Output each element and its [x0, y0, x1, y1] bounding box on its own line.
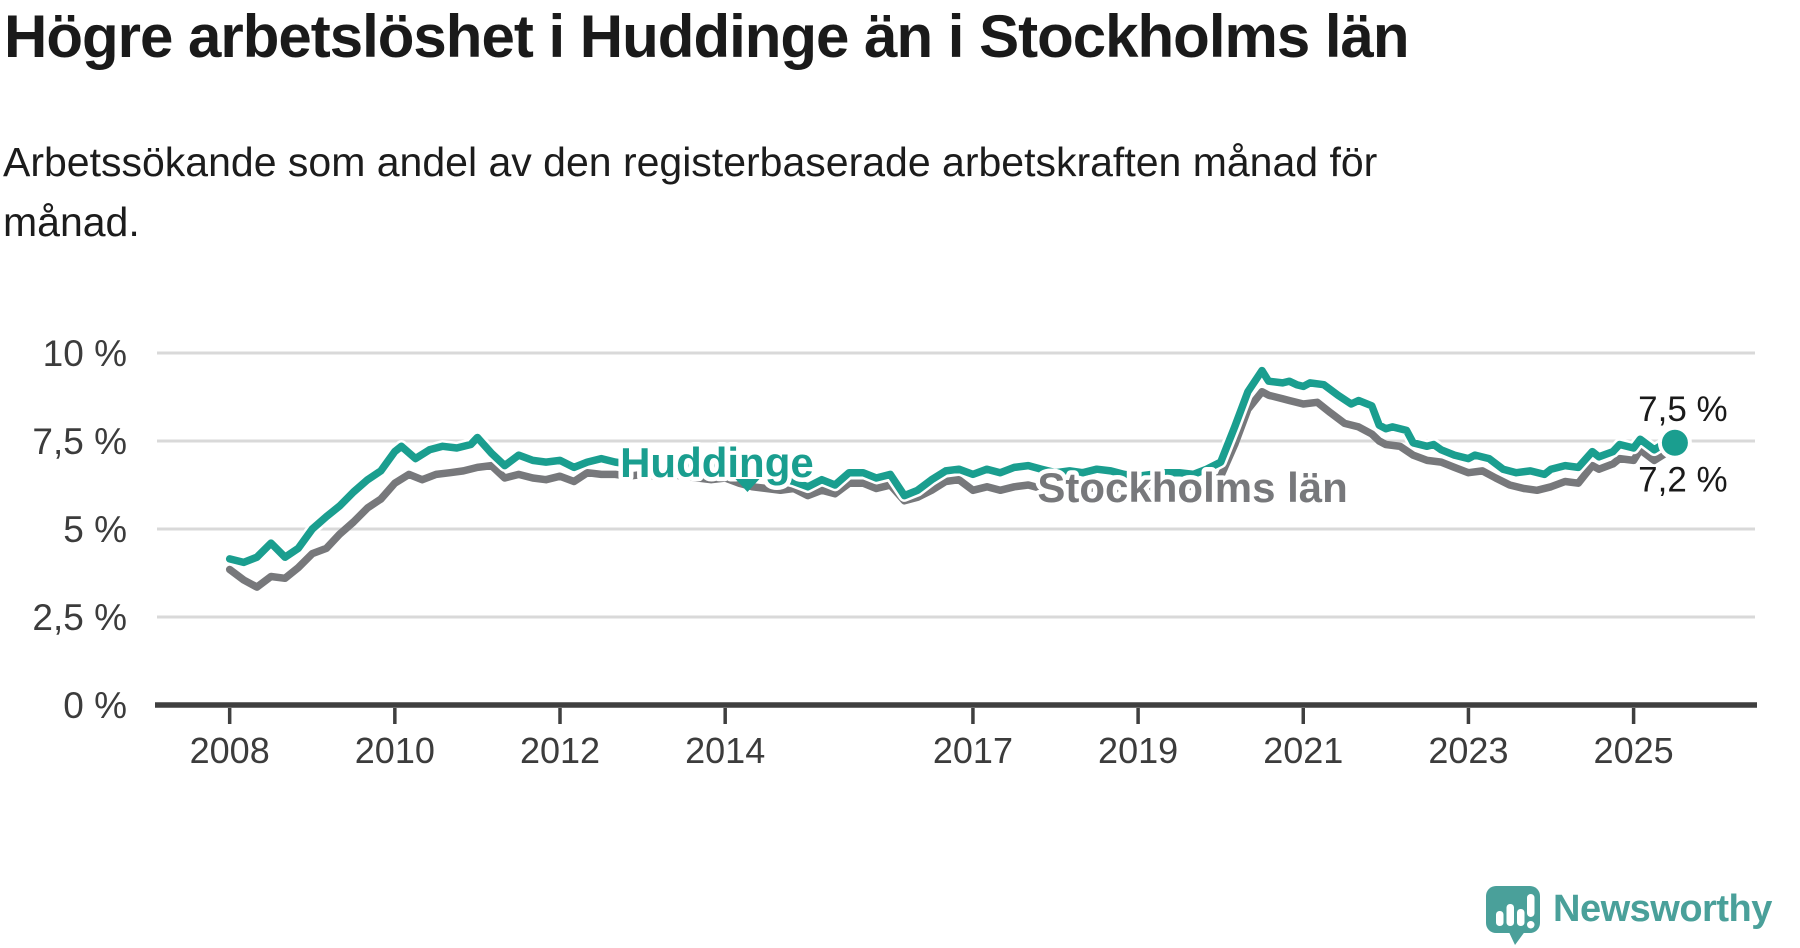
x-tick-label: 2025	[1594, 730, 1674, 771]
x-tick-label: 2012	[520, 730, 600, 771]
huddinge-series-label: Huddinge	[620, 439, 814, 486]
exclamation-bar	[1527, 894, 1535, 917]
gridlines	[157, 351, 1755, 619]
x-tick-label: 2014	[685, 730, 765, 771]
newsworthy-logo: Newsworthy	[1486, 884, 1772, 946]
series-annotations: Huddinge Stockholms län 7,5 % 7,2 %	[616, 390, 1728, 516]
huddinge-label-pointer	[735, 479, 760, 493]
x-axis: 2008 2010 2012 2014 2017 2019 2021 2023 2025	[155, 702, 1757, 771]
newsworthy-icon	[1486, 886, 1540, 945]
y-axis-tick-labels: 0 % 2,5 % 5 % 7,5 % 10 %	[32, 333, 127, 726]
exclamation-dot	[1527, 921, 1535, 929]
x-tick-label: 2023	[1428, 730, 1508, 771]
y-tick-label: 2,5 %	[32, 597, 127, 638]
stockholm-end-value: 7,2 %	[1638, 460, 1728, 499]
bar-2	[1506, 904, 1514, 926]
stockholm-series-label: Stockholms län	[1037, 464, 1347, 511]
chart-title: Högre arbetslöshet i Huddinge än i Stock…	[4, 3, 1410, 70]
x-tick-label: 2021	[1263, 730, 1343, 771]
huddinge-end-value: 7,5 %	[1638, 390, 1728, 429]
x-tick-label: 2008	[190, 730, 270, 771]
stockholm-line	[225, 387, 1679, 591]
y-tick-label: 7,5 %	[32, 421, 127, 462]
y-tick-label: 0 %	[63, 685, 127, 726]
x-tick-label: 2017	[933, 730, 1013, 771]
newsworthy-wordmark: Newsworthy	[1553, 888, 1772, 930]
bar-1	[1496, 911, 1504, 926]
speech-bubble-tail	[1508, 930, 1526, 945]
bar-3	[1517, 909, 1525, 926]
y-tick-label: 5 %	[63, 509, 127, 550]
chart-subtitle: Arbetssökande som andel av den registerb…	[3, 139, 1378, 245]
huddinge-end-dot	[1661, 429, 1688, 456]
series-lines	[223, 364, 1692, 591]
x-tick-label: 2019	[1098, 730, 1178, 771]
x-tick-label: 2010	[355, 730, 435, 771]
huddinge-line	[225, 366, 1679, 567]
y-tick-label: 10 %	[43, 333, 127, 374]
